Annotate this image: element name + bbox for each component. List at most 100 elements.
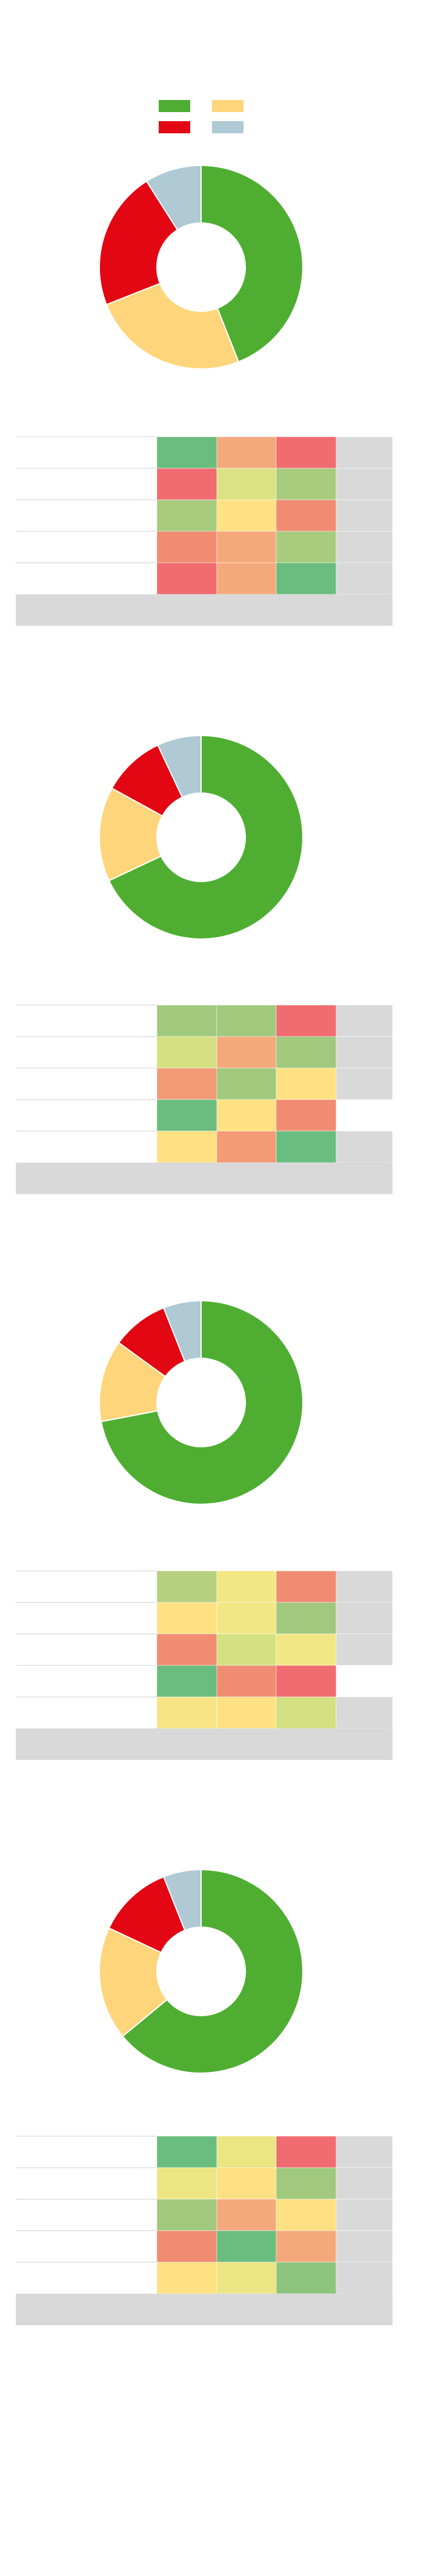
table-cell xyxy=(276,1665,337,1698)
donut-slice xyxy=(99,787,164,881)
table-cell xyxy=(336,2262,393,2294)
table-cell xyxy=(216,499,277,532)
table-cell xyxy=(336,1633,393,1666)
donut-slice xyxy=(157,734,202,798)
table-cell xyxy=(216,2136,277,2168)
table-cell xyxy=(216,1036,277,1069)
table-cell xyxy=(276,1130,337,1163)
table-cell xyxy=(336,1602,393,1635)
table-cell xyxy=(156,1036,217,1069)
table-cell xyxy=(156,1665,217,1698)
table-cell xyxy=(216,1130,277,1163)
table-cell xyxy=(276,2262,337,2294)
donut-slice xyxy=(200,164,303,363)
donut-slice xyxy=(105,282,240,370)
table-cell xyxy=(156,1130,217,1163)
table-cell xyxy=(216,2167,277,2200)
table-cell xyxy=(336,1696,393,1729)
table-cell xyxy=(156,2167,217,2200)
table-cell xyxy=(156,2262,217,2294)
table-cell xyxy=(336,1004,393,1037)
table-footer xyxy=(16,1728,393,1760)
donut-slice xyxy=(122,1868,303,2074)
table-cell xyxy=(276,1570,337,1603)
table-cell xyxy=(156,1602,217,1635)
table-cell xyxy=(276,2230,337,2263)
table-cell xyxy=(216,2230,277,2263)
table-cell xyxy=(276,1099,337,1132)
legend-swatch xyxy=(159,100,190,112)
table-cell xyxy=(276,531,337,563)
table-cell xyxy=(156,1004,217,1037)
table-cell xyxy=(276,1067,337,1100)
donut-slice xyxy=(108,734,303,940)
table-cell xyxy=(216,562,277,595)
donut-slice xyxy=(162,1300,202,1363)
donut-slice xyxy=(145,164,202,231)
table-cell xyxy=(276,1004,337,1037)
table-cell xyxy=(156,1633,217,1666)
table-cell xyxy=(336,468,393,500)
table-cell xyxy=(156,1696,217,1729)
table-cell xyxy=(156,531,217,563)
table-footer xyxy=(16,1163,393,1194)
table-cell xyxy=(216,2199,277,2231)
table-cell xyxy=(276,436,337,469)
table-cell xyxy=(336,436,393,469)
table-cell xyxy=(276,2199,337,2231)
table-cell xyxy=(276,1036,337,1069)
table-cell xyxy=(276,468,337,500)
table-cell xyxy=(336,1570,393,1603)
legend-swatch xyxy=(212,121,243,133)
table-cell xyxy=(156,2230,217,2263)
donut-slice xyxy=(162,1868,202,1931)
table-cell xyxy=(336,1665,393,1698)
table-cell xyxy=(156,436,217,469)
table-cell xyxy=(216,1099,277,1132)
table-cell xyxy=(276,1633,337,1666)
legend-swatch xyxy=(212,100,243,112)
table-cell xyxy=(336,531,393,563)
donut-slice xyxy=(99,180,179,306)
table-cell xyxy=(156,1099,217,1132)
table-cell xyxy=(216,1004,277,1037)
table-cell xyxy=(336,1099,393,1132)
table-cell xyxy=(216,1602,277,1635)
table-footer xyxy=(16,594,393,626)
table-cell xyxy=(216,436,277,469)
table-cell xyxy=(336,2230,393,2263)
table-cell xyxy=(216,2262,277,2294)
legend-swatch xyxy=(159,121,190,133)
table-cell xyxy=(336,562,393,595)
table-cell xyxy=(156,562,217,595)
table-cell xyxy=(276,2167,337,2200)
table-cell xyxy=(216,1696,277,1729)
table-cell xyxy=(216,1665,277,1698)
table-cell xyxy=(216,468,277,500)
table-cell xyxy=(336,499,393,532)
table-cell xyxy=(276,1696,337,1729)
table-cell xyxy=(276,562,337,595)
table-footer xyxy=(16,2294,393,2325)
table-cell xyxy=(216,1570,277,1603)
table-cell xyxy=(276,499,337,532)
table-cell xyxy=(156,2199,217,2231)
table-cell xyxy=(156,2136,217,2168)
table-cell xyxy=(336,2136,393,2168)
table-cell xyxy=(336,2167,393,2200)
table-cell xyxy=(276,1602,337,1635)
table-cell xyxy=(156,1570,217,1603)
table-cell xyxy=(336,1036,393,1069)
table-cell xyxy=(216,1633,277,1666)
table-cell xyxy=(156,468,217,500)
table-cell xyxy=(216,531,277,563)
table-cell xyxy=(336,2199,393,2231)
donut-slice xyxy=(98,1927,168,2037)
table-cell xyxy=(336,1130,393,1163)
table-cell xyxy=(336,1067,393,1100)
table-cell xyxy=(156,499,217,532)
table-cell xyxy=(216,1067,277,1100)
donut-slice xyxy=(100,1300,303,1505)
